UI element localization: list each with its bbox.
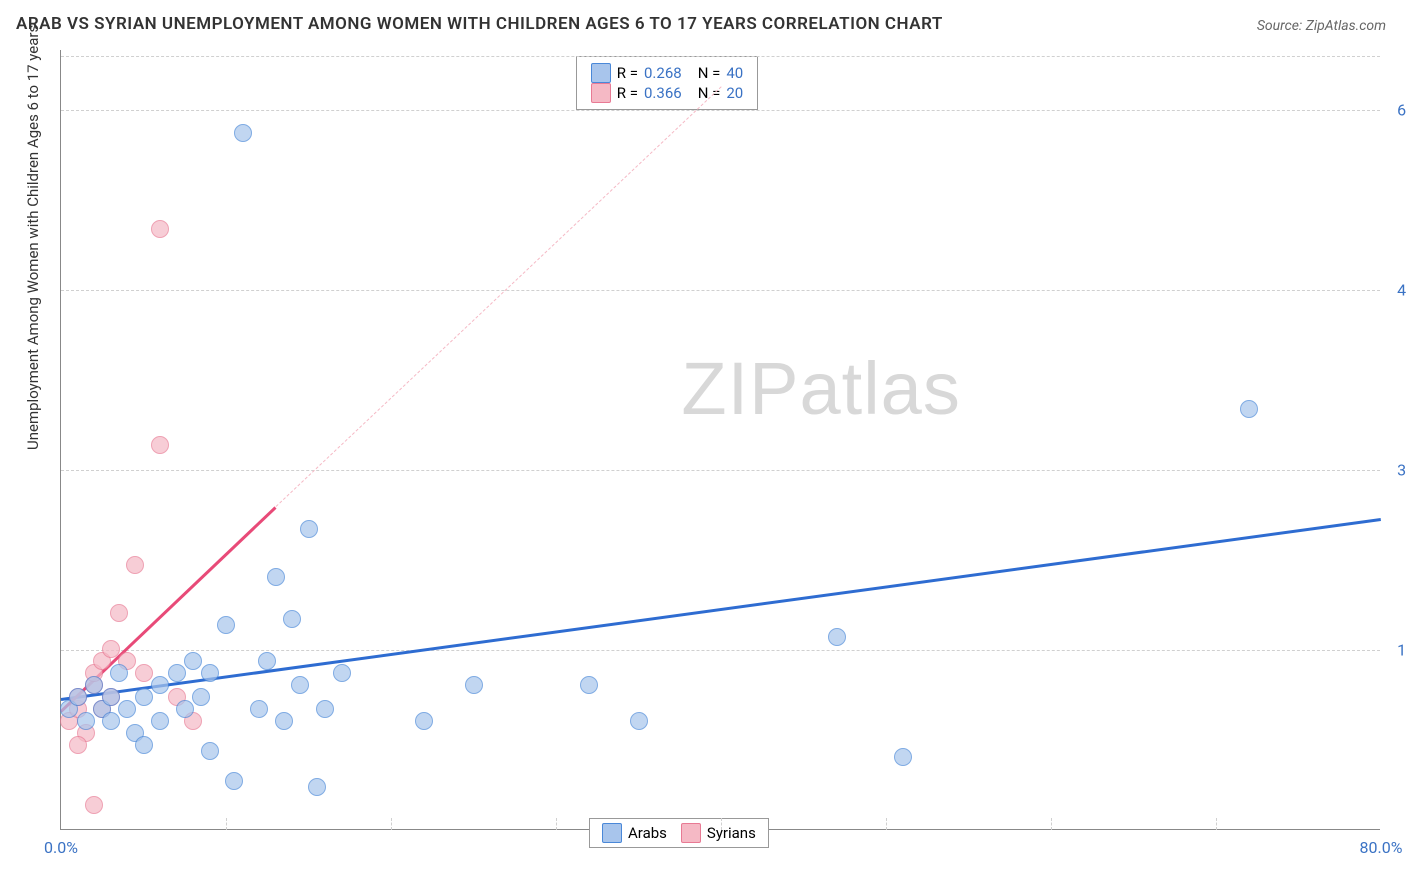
data-point bbox=[300, 520, 318, 538]
data-point bbox=[316, 700, 334, 718]
data-point bbox=[308, 778, 326, 796]
legend-item: Arabs bbox=[602, 823, 667, 843]
legend-r-value: 0.268 bbox=[644, 64, 682, 82]
data-point bbox=[135, 736, 153, 754]
x-tick-label: 80.0% bbox=[1360, 838, 1403, 857]
data-point bbox=[151, 676, 169, 694]
grid-line-vertical bbox=[1051, 818, 1052, 830]
data-point bbox=[151, 436, 169, 454]
grid-line-horizontal bbox=[61, 470, 1380, 471]
data-point bbox=[415, 712, 433, 730]
grid-line-vertical bbox=[1216, 818, 1217, 830]
data-point bbox=[283, 610, 301, 628]
data-point bbox=[102, 688, 120, 706]
data-point bbox=[894, 748, 912, 766]
data-point bbox=[250, 700, 268, 718]
data-point bbox=[258, 652, 276, 670]
data-point bbox=[85, 796, 103, 814]
legend-n-label: N = bbox=[698, 64, 721, 82]
correlation-legend: R = 0.268 N = 40 R = 0.366 N = 20 bbox=[576, 56, 758, 110]
data-point bbox=[275, 712, 293, 730]
grid-line-horizontal bbox=[61, 56, 1380, 57]
data-point bbox=[126, 556, 144, 574]
grid-line-horizontal bbox=[61, 290, 1380, 291]
data-point bbox=[69, 688, 87, 706]
legend-series-name: Arabs bbox=[628, 824, 667, 842]
grid-line-vertical bbox=[886, 818, 887, 830]
legend-series-name: Syrians bbox=[707, 824, 756, 842]
data-point bbox=[201, 742, 219, 760]
data-point bbox=[217, 616, 235, 634]
y-tick-label: 15.0% bbox=[1397, 641, 1406, 660]
grid-line-vertical bbox=[721, 818, 722, 830]
watermark-light: atlas bbox=[800, 347, 961, 430]
data-point bbox=[580, 676, 598, 694]
watermark-bold: ZIP bbox=[681, 347, 799, 430]
grid-line-vertical bbox=[226, 818, 227, 830]
regression-line bbox=[61, 518, 1381, 701]
y-tick-label: 45.0% bbox=[1397, 281, 1406, 300]
watermark: ZIPatlas bbox=[681, 346, 960, 431]
data-point bbox=[225, 772, 243, 790]
data-point bbox=[465, 676, 483, 694]
y-axis-label: Unemployment Among Women with Children A… bbox=[24, 25, 42, 450]
data-point bbox=[102, 640, 120, 658]
data-point bbox=[1240, 400, 1258, 418]
data-point bbox=[151, 712, 169, 730]
grid-line-vertical bbox=[556, 818, 557, 830]
regression-line-extrapolated bbox=[275, 86, 721, 507]
grid-line-horizontal bbox=[61, 110, 1380, 111]
legend-n-label: N = bbox=[698, 84, 721, 102]
legend-r-value: 0.366 bbox=[644, 84, 682, 102]
data-point bbox=[176, 700, 194, 718]
legend-r-label: R = bbox=[617, 64, 638, 82]
data-point bbox=[110, 604, 128, 622]
data-point bbox=[102, 712, 120, 730]
data-point bbox=[184, 652, 202, 670]
data-point bbox=[192, 688, 210, 706]
legend-swatch-icon bbox=[681, 823, 701, 843]
y-tick-label: 60.0% bbox=[1397, 101, 1406, 120]
data-point bbox=[135, 664, 153, 682]
data-point bbox=[828, 628, 846, 646]
legend-swatch-icon bbox=[602, 823, 622, 843]
data-point bbox=[168, 664, 186, 682]
data-point bbox=[110, 664, 128, 682]
legend-row: R = 0.268 N = 40 bbox=[591, 63, 743, 83]
legend-r-label: R = bbox=[617, 84, 638, 102]
y-tick-label: 30.0% bbox=[1397, 461, 1406, 480]
data-point bbox=[69, 736, 87, 754]
legend-swatch-icon bbox=[591, 83, 611, 103]
grid-line-horizontal bbox=[61, 650, 1380, 651]
source-label: Source: ZipAtlas.com bbox=[1257, 18, 1386, 34]
legend-item: Syrians bbox=[681, 823, 756, 843]
data-point bbox=[77, 712, 95, 730]
data-point bbox=[333, 664, 351, 682]
data-point bbox=[151, 220, 169, 238]
data-point bbox=[234, 124, 252, 142]
series-legend: Arabs Syrians bbox=[589, 818, 769, 848]
data-point bbox=[630, 712, 648, 730]
data-point bbox=[201, 664, 219, 682]
plot-area: ZIPatlas R = 0.268N = 40R = 0.366N = 20 … bbox=[60, 50, 1380, 830]
legend-n-value: 40 bbox=[726, 64, 743, 82]
chart-title: ARAB VS SYRIAN UNEMPLOYMENT AMONG WOMEN … bbox=[16, 14, 943, 34]
legend-n-value: 20 bbox=[726, 84, 743, 102]
grid-line-vertical bbox=[391, 818, 392, 830]
data-point bbox=[267, 568, 285, 586]
data-point bbox=[135, 688, 153, 706]
legend-swatch-icon bbox=[591, 63, 611, 83]
data-point bbox=[118, 700, 136, 718]
data-point bbox=[85, 676, 103, 694]
data-point bbox=[291, 676, 309, 694]
x-tick-label: 0.0% bbox=[44, 838, 78, 857]
